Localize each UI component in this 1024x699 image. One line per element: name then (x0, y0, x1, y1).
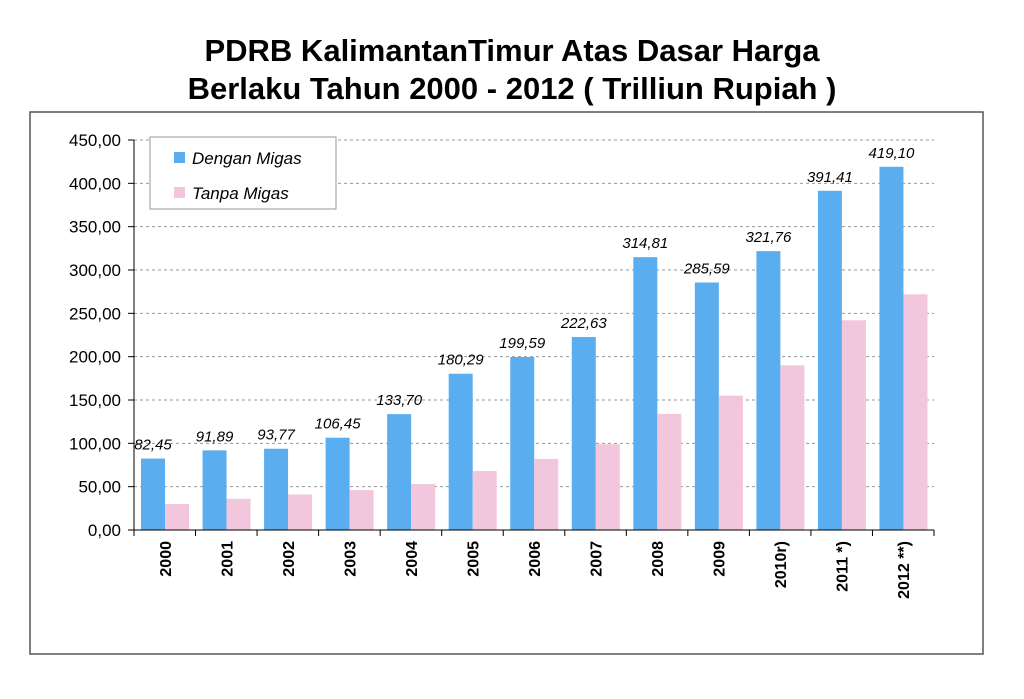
y-tick-label: 50,00 (78, 478, 121, 497)
bar-tanpa-migas (595, 444, 620, 530)
legend-swatch-dengan-migas (174, 152, 185, 163)
data-label: 106,45 (315, 416, 362, 433)
bar-dengan-migas (756, 251, 781, 530)
gridlines (134, 139, 934, 488)
data-label: 285,59 (683, 260, 731, 277)
bar-dengan-migas (510, 357, 535, 530)
axes (133, 140, 934, 531)
x-tick-label: 2000 (158, 541, 175, 577)
bar-tanpa-migas (534, 458, 559, 530)
bar-tanpa-migas (841, 320, 866, 530)
bar-tanpa-migas (411, 484, 436, 530)
legend-label-dengan-migas: Dengan Migas (192, 149, 302, 168)
y-tick-label: 300,00 (69, 261, 121, 280)
data-label: 222,63 (560, 315, 608, 332)
bar-dengan-migas (633, 257, 658, 530)
data-labels: 82,45 91,89 93,77 106,45 133,70 180,29 199,59 2… (134, 145, 915, 454)
x-tick-label: 2001 (219, 541, 236, 577)
x-axis-ticks: 2000 2001 2002 2003 2004 2005 2006 2007 2008 2009… (133, 530, 935, 599)
data-label: 199,59 (499, 335, 546, 352)
legend-label-tanpa-migas: Tanpa Migas (192, 184, 289, 203)
chart-title-line-2: Berlaku Tahun 2000 - 2012 ( Trilliun Rup… (187, 71, 837, 106)
x-tick-label: 2007 (589, 541, 606, 577)
data-label: 419,10 (869, 145, 916, 162)
data-label: 180,29 (438, 352, 485, 369)
chart-title: PDRB KalimantanTimur Atas Dasar Harga Be… (0, 32, 1024, 108)
y-tick-label: 0,00 (88, 521, 121, 540)
x-tick-label: 2009 (712, 541, 729, 577)
data-label: 314,81 (622, 235, 668, 252)
data-label: 93,77 (257, 427, 295, 444)
bar-dengan-migas (325, 437, 350, 530)
bar-dengan-migas (448, 373, 473, 530)
y-tick-label: 250,00 (69, 304, 121, 323)
bar-dengan-migas (264, 448, 289, 530)
bar-tanpa-migas (349, 490, 374, 530)
bar-dengan-migas (879, 166, 904, 530)
x-tick-label: 2005 (465, 541, 482, 577)
bar-tanpa-migas (780, 365, 805, 530)
bar-tanpa-migas (657, 413, 682, 530)
x-tick-label: 2002 (281, 541, 298, 577)
y-tick-label: 350,00 (69, 218, 121, 237)
data-label: 321,76 (745, 229, 792, 246)
bar-tanpa-migas (165, 504, 189, 530)
x-tick-label: 2003 (342, 541, 359, 577)
bar-dengan-migas (694, 282, 719, 530)
data-label: 91,89 (196, 428, 234, 445)
bar-dengan-migas (202, 450, 227, 530)
data-label: 133,70 (376, 392, 423, 409)
y-tick-label: 150,00 (69, 391, 121, 410)
bar-tanpa-migas (288, 494, 313, 530)
x-tick-label: 2012 **) (896, 541, 913, 599)
bar-dengan-migas (571, 337, 596, 530)
legend: Dengan Migas Tanpa Migas (149, 136, 337, 210)
bar-dengan-migas (387, 414, 412, 530)
bar-tanpa-migas (226, 498, 251, 530)
data-label: 391,41 (807, 169, 853, 186)
legend-swatch-tanpa-migas (174, 187, 185, 198)
bar-tanpa-migas (472, 471, 497, 530)
x-tick-label: 2010r) (773, 541, 790, 588)
data-label: 82,45 (134, 437, 172, 454)
y-tick-label: 400,00 (69, 174, 121, 193)
bar-tanpa-migas (903, 294, 928, 530)
bar-dengan-migas (817, 190, 842, 530)
x-tick-label: 2006 (527, 541, 544, 577)
chart-title-line-1: PDRB KalimantanTimur Atas Dasar Harga (204, 33, 820, 68)
y-axis-ticks: 0,00 50,00 100,00 150,00 200,00 250,00 300,00 3… (69, 131, 134, 540)
bars (141, 166, 928, 530)
y-tick-label: 200,00 (69, 348, 121, 367)
x-tick-label: 2004 (404, 541, 421, 577)
x-tick-label: 2008 (650, 541, 667, 577)
bar-dengan-migas (141, 458, 165, 530)
y-tick-label: 100,00 (69, 434, 121, 453)
x-tick-label: 2011 *) (835, 541, 852, 592)
y-tick-label: 450,00 (69, 131, 121, 150)
bar-tanpa-migas (718, 395, 743, 530)
